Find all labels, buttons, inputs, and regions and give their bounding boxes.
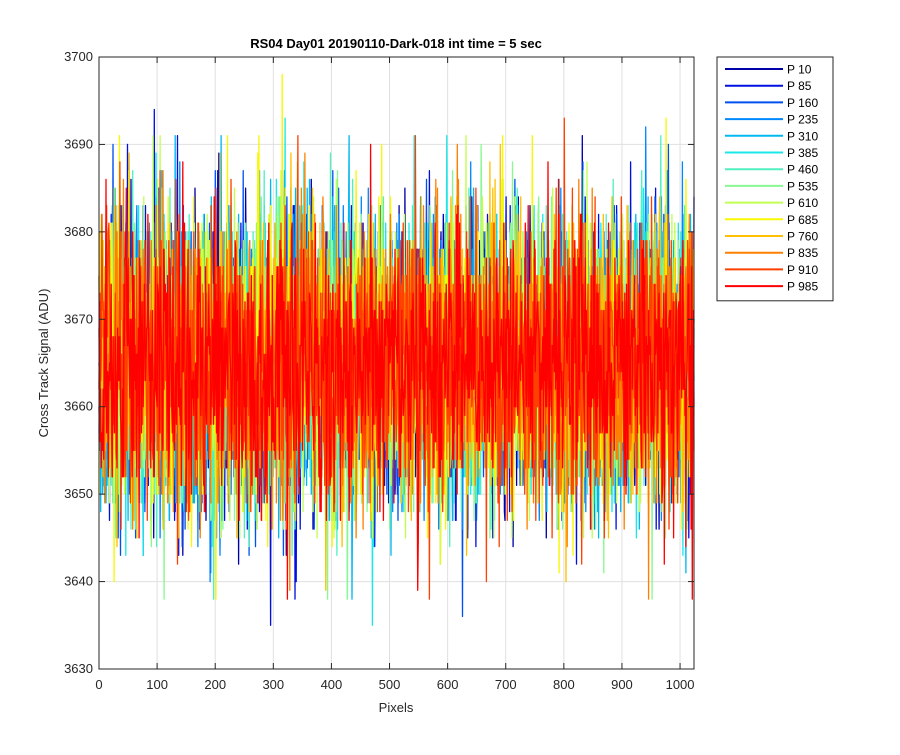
legend-entry: P 985 [787,280,818,294]
y-tick-label: 3690 [64,136,93,151]
legend-entry: P 610 [787,196,818,210]
legend-entry: P 85 [787,79,812,93]
legend-entry: P 685 [787,213,818,227]
y-axis-label: Cross Track Signal (ADU) [36,289,51,438]
x-axis-label: Pixels [379,700,414,715]
x-tick-label: 600 [437,677,459,692]
x-tick-label: 400 [321,677,343,692]
y-tick-label: 3680 [64,224,93,239]
legend-entry: P 160 [787,96,818,110]
x-tick-label: 100 [146,677,168,692]
legend-box [716,56,834,302]
legend: P 10 P 85 P 160 P 235 P 310 P 385 P 460 P 535 P … [716,56,834,302]
x-tick-label: 1000 [666,677,695,692]
legend-entry: P 760 [787,230,818,244]
legend-entry: P 910 [787,263,818,277]
axes-box [98,56,695,670]
legend-entry: P 10 [787,63,812,77]
y-tick-label: 3650 [64,486,93,501]
x-tick-label: 700 [495,677,517,692]
series-line [98,143,695,600]
series-lines [98,73,695,626]
x-tick-label: 200 [204,677,226,692]
legend-entry: P 385 [787,146,818,160]
legend-entry: P 235 [787,113,818,127]
x-tick-label: 0 [95,677,102,692]
y-tick-label: 3630 [64,661,93,676]
x-tick-label: 900 [611,677,633,692]
y-tick-label: 3700 [64,49,93,64]
legend-entry: P 835 [787,246,818,260]
legend-entry: P 460 [787,163,818,177]
tick-labels: 0 100 200 300 400 500 600 700 800 900 1000 3630 3640… [64,49,694,692]
x-tick-label: 500 [379,677,401,692]
y-tick-label: 3670 [64,311,93,326]
x-tick-label: 800 [553,677,575,692]
legend-entry: P 535 [787,179,818,193]
x-tick-label: 300 [262,677,284,692]
legend-entry: P 310 [787,129,818,143]
tick-marks [98,56,694,670]
y-tick-label: 3660 [64,399,93,414]
chart-title: RS04 Day01 20190110-Dark-018 int time = … [250,36,542,51]
y-tick-label: 3640 [64,574,93,589]
